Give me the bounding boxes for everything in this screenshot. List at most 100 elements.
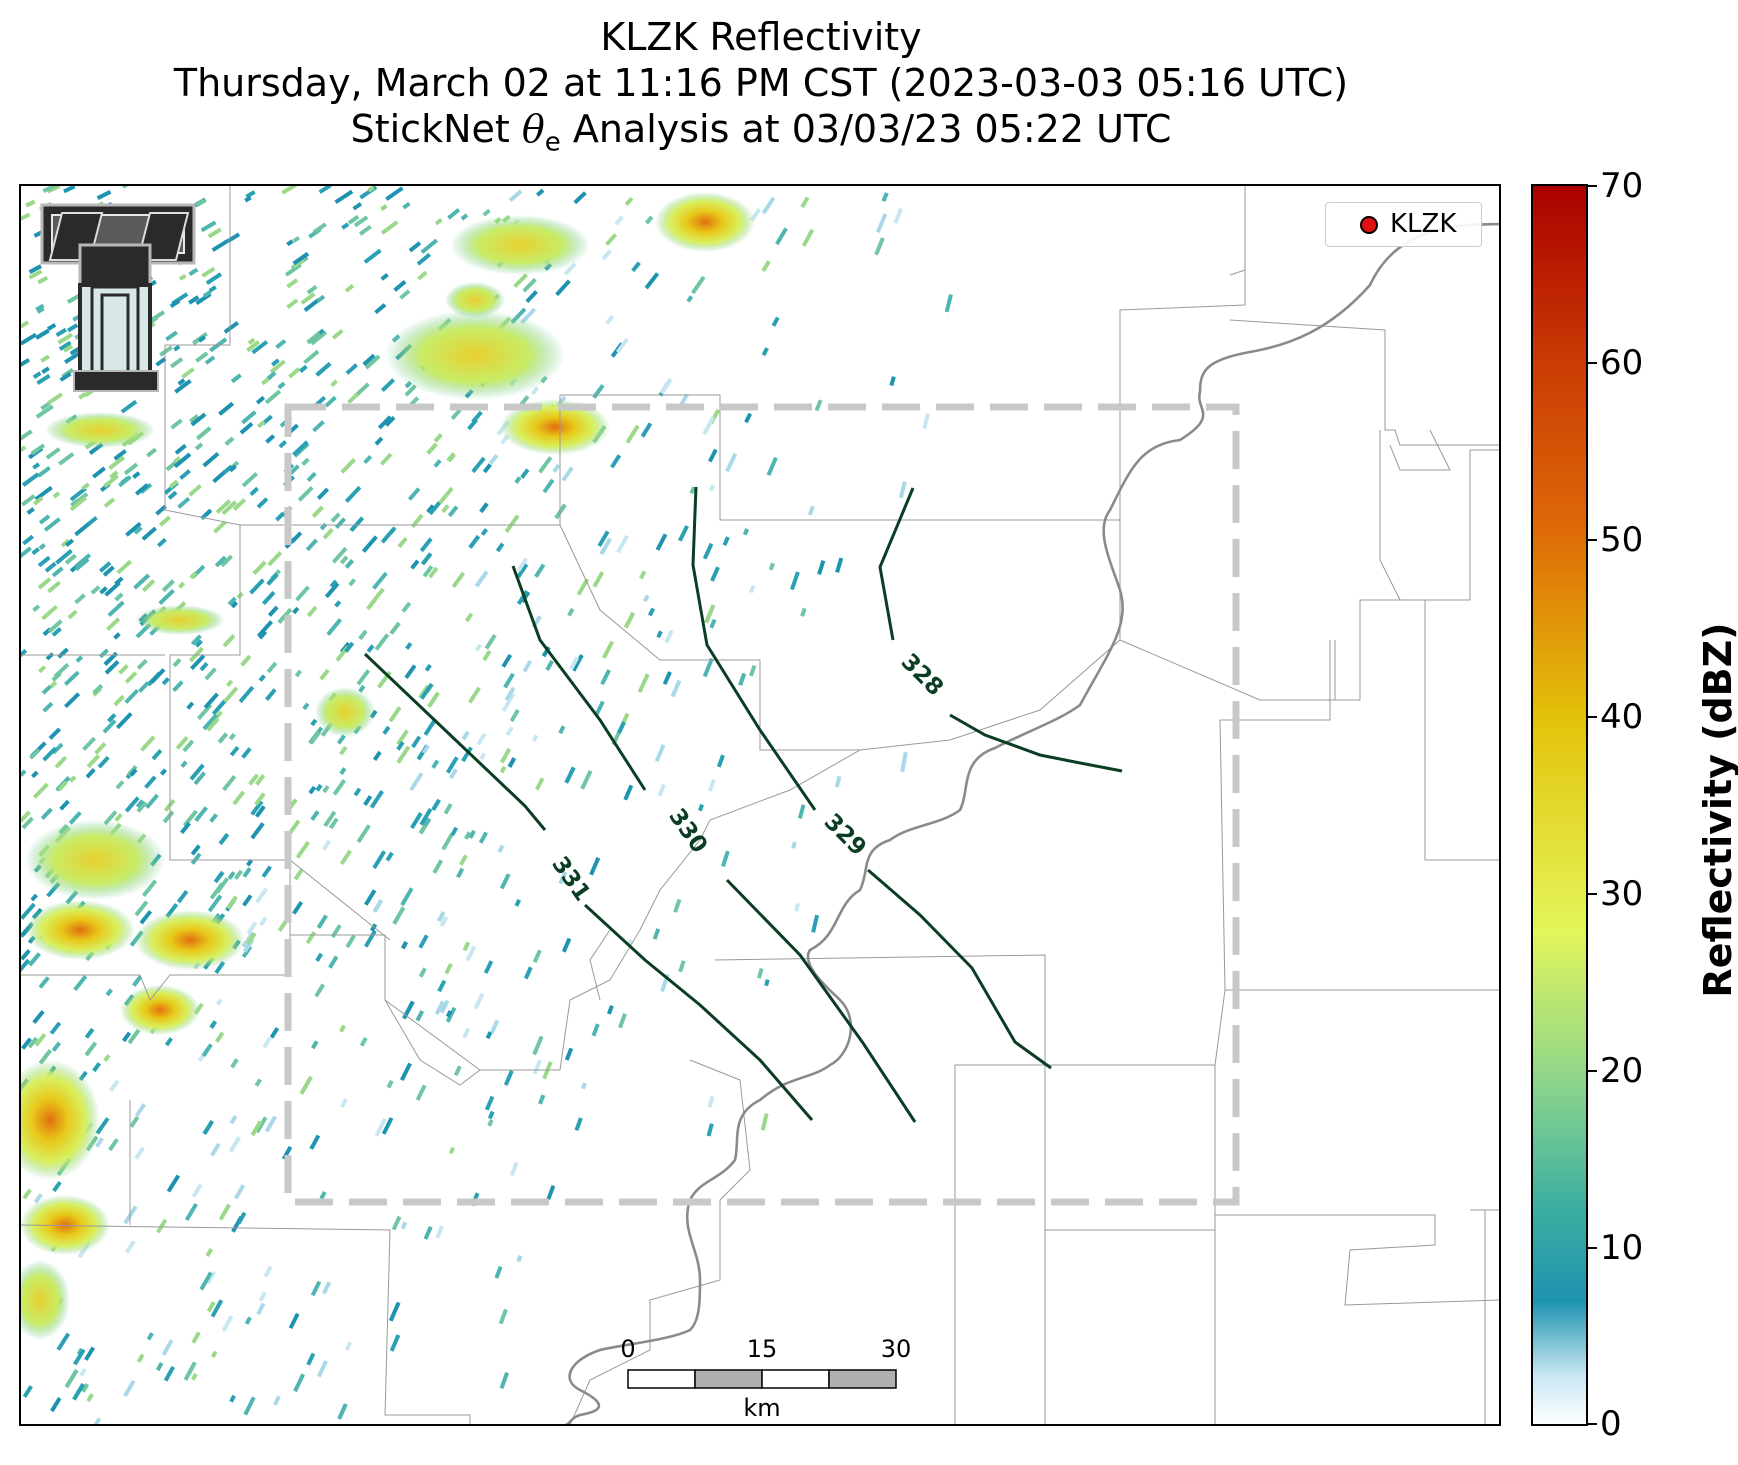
radar-gate xyxy=(138,681,150,693)
radar-gate xyxy=(480,528,489,536)
radar-gate xyxy=(768,562,775,571)
radar-gate xyxy=(209,813,218,823)
radar-gate xyxy=(431,759,440,769)
radar-gate xyxy=(31,770,39,779)
radar-gate xyxy=(315,952,324,963)
radar-gate xyxy=(121,1031,132,1043)
radar-gate xyxy=(489,1019,500,1035)
radar-gate xyxy=(499,747,512,764)
radar-gate xyxy=(126,764,138,777)
scale-tick-15: 15 xyxy=(746,1335,778,1363)
radar-gate xyxy=(123,1379,136,1397)
radar-gate xyxy=(434,217,443,226)
radar-gate xyxy=(164,1037,173,1047)
radar-gate xyxy=(315,784,323,792)
radar-gate xyxy=(20,445,27,454)
radar-gate xyxy=(299,364,308,373)
radar-gate xyxy=(37,466,51,478)
radar-gate xyxy=(220,554,234,568)
radar-gate xyxy=(384,415,396,427)
radar-gate xyxy=(188,267,199,277)
radar-gate xyxy=(246,859,254,867)
radar-gate xyxy=(419,682,434,700)
radar-gate xyxy=(616,534,630,554)
radar-gate xyxy=(499,765,507,774)
radar-cell xyxy=(655,192,755,252)
radar-gate xyxy=(246,921,258,935)
radar-gate xyxy=(525,290,538,304)
radar-gate xyxy=(315,361,332,377)
radar-gate xyxy=(775,227,788,246)
radar-gate xyxy=(228,464,237,473)
radar-gate xyxy=(288,367,301,379)
radar-gate xyxy=(761,196,776,215)
radar-gate xyxy=(27,1036,39,1049)
radar-gate xyxy=(374,436,384,446)
radar-gate xyxy=(75,492,89,504)
radar-gate xyxy=(28,264,42,274)
radar-gate xyxy=(177,378,186,386)
radar-gate xyxy=(303,349,320,365)
texas-tech-double-t-icon xyxy=(40,203,196,392)
radar-gate xyxy=(474,643,483,652)
radar-gate xyxy=(218,1203,231,1221)
radar-gate xyxy=(552,463,561,473)
radar-gate xyxy=(898,481,907,499)
radar-gate xyxy=(38,665,47,674)
radar-gate xyxy=(74,557,90,571)
radar-gate xyxy=(625,424,640,444)
radar-gate xyxy=(161,1339,174,1356)
radar-gate xyxy=(197,335,206,343)
radar-gate xyxy=(591,1023,600,1037)
radar-gate xyxy=(265,688,277,701)
radar-gate xyxy=(269,359,286,374)
radar-gate xyxy=(25,199,36,208)
radar-gate xyxy=(151,749,163,761)
radar-gate xyxy=(334,517,347,529)
radar-gate xyxy=(42,746,58,762)
radar-gate xyxy=(639,570,647,580)
radar-gate xyxy=(606,1004,614,1015)
radar-gate xyxy=(415,1084,427,1101)
radar-gate xyxy=(516,557,529,572)
radar-gate xyxy=(482,208,491,217)
radar-gate xyxy=(57,332,74,345)
radar-gate xyxy=(50,1396,62,1413)
radar-gate xyxy=(47,392,63,405)
radar-gate xyxy=(312,222,327,234)
radar-gate xyxy=(400,887,414,907)
radar-gate xyxy=(173,344,181,352)
radar-gate xyxy=(441,504,450,514)
radar-gate xyxy=(503,672,515,689)
radar-gate xyxy=(214,555,227,568)
radar-gate xyxy=(448,1146,456,1155)
radar-gate xyxy=(461,746,473,763)
radar-gate xyxy=(172,680,184,692)
radar-gate xyxy=(580,769,593,790)
radar-gate xyxy=(546,1185,556,1201)
radar-gate xyxy=(241,410,257,425)
radar-gate xyxy=(416,252,432,266)
radar-gate xyxy=(155,356,167,367)
radar-gate xyxy=(81,1383,90,1393)
radar-gate xyxy=(580,1082,587,1090)
radar-gate xyxy=(144,775,157,789)
radar-gate xyxy=(377,415,392,430)
radar-gate xyxy=(242,867,252,878)
radar-gate xyxy=(372,899,384,913)
radar-gate xyxy=(37,577,52,590)
radar-gate xyxy=(698,803,704,812)
radar-gate xyxy=(255,887,268,904)
radar-gate xyxy=(372,750,382,761)
radar-gate xyxy=(437,979,447,993)
radar-gate xyxy=(113,449,127,461)
radar-gate xyxy=(422,565,434,578)
radar-gate xyxy=(513,273,529,288)
radar-gate xyxy=(531,734,539,742)
radar-gate xyxy=(37,275,49,285)
radar-gate xyxy=(709,618,717,629)
title-line-2: Thursday, March 02 at 11:16 PM CST (2023… xyxy=(173,61,1349,105)
radar-gate xyxy=(617,721,626,734)
radar-gate xyxy=(800,607,807,617)
radar-gate xyxy=(441,833,454,851)
